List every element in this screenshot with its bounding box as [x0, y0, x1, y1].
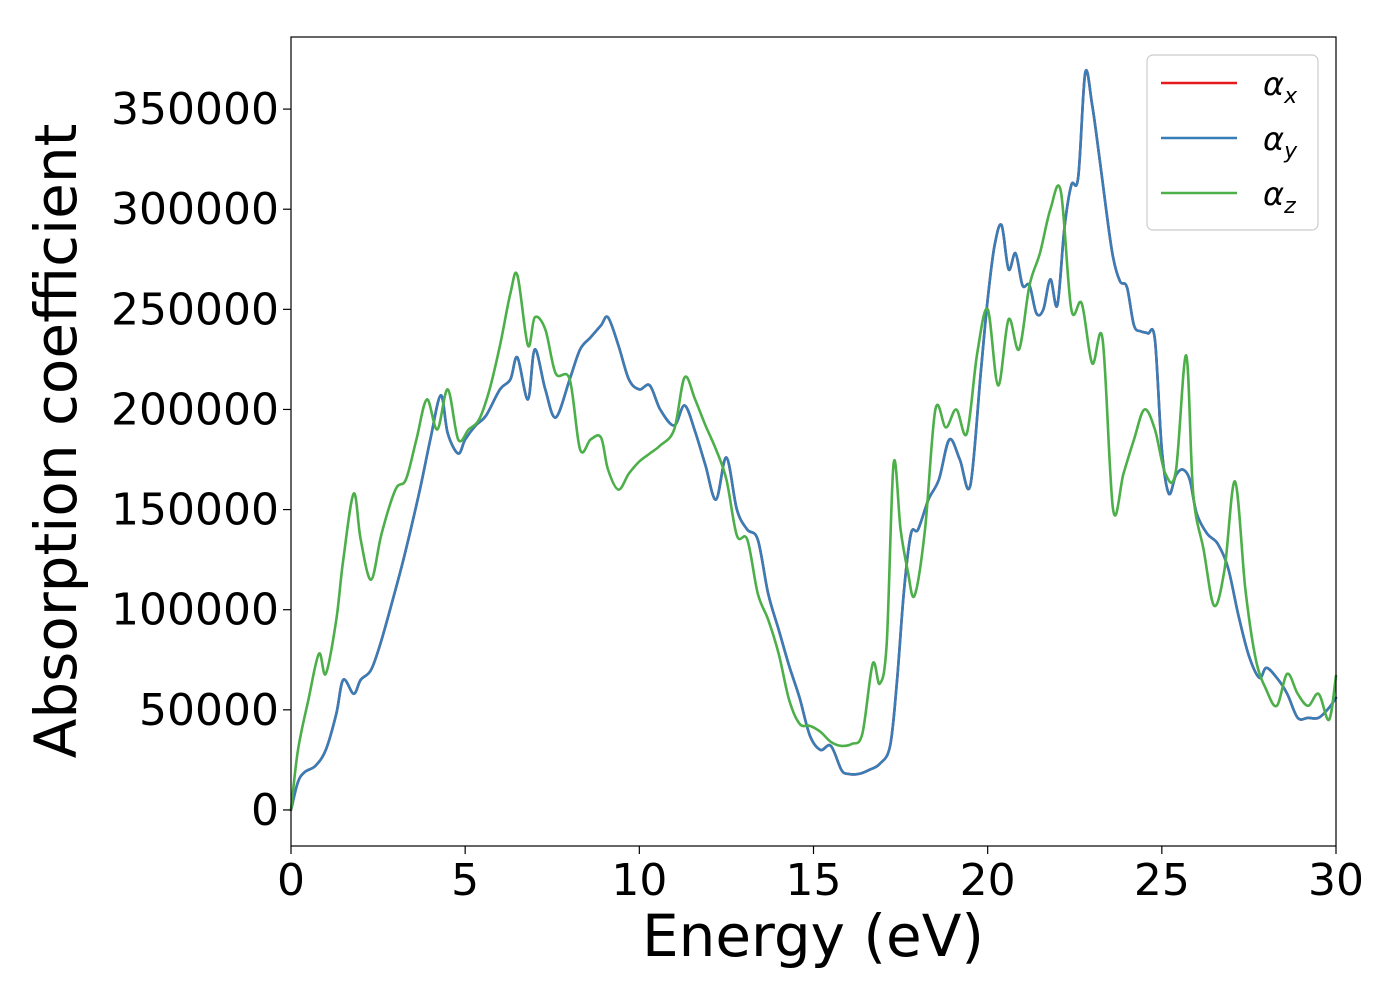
x-tick-label: 15	[786, 855, 842, 906]
legend-label-y: αy	[1263, 120, 1298, 164]
y-tick-label: 350000	[111, 84, 279, 135]
y-axis-title: Absorption coefficient	[22, 124, 90, 759]
x-tick-label: 30	[1308, 855, 1364, 906]
x-tick-label: 0	[277, 855, 305, 906]
x-tick-label: 10	[611, 855, 667, 906]
y-tick-label: 250000	[111, 284, 279, 335]
series-line-z	[289, 184, 1338, 812]
y-tick-label: 150000	[111, 485, 279, 536]
x-tick-label: 20	[960, 855, 1016, 906]
legend-box	[1146, 54, 1319, 231]
series-layer	[289, 69, 1338, 812]
x-axis-title: Energy (eV)	[642, 902, 984, 970]
y-tick-label: 200000	[111, 384, 279, 435]
y-tick-label: 100000	[111, 585, 279, 636]
y-tick-label: 300000	[111, 184, 279, 235]
x-tick-label: 5	[451, 855, 479, 906]
y-tick-label: 0	[251, 785, 279, 836]
y-axis: 0 50000 100000 150000 200000 250000 300000 3500…	[111, 84, 291, 836]
y-tick-label: 50000	[139, 685, 279, 736]
x-axis: 0 5 10 15 20 25 30	[277, 846, 1364, 906]
x-tick-label: 25	[1134, 855, 1190, 906]
